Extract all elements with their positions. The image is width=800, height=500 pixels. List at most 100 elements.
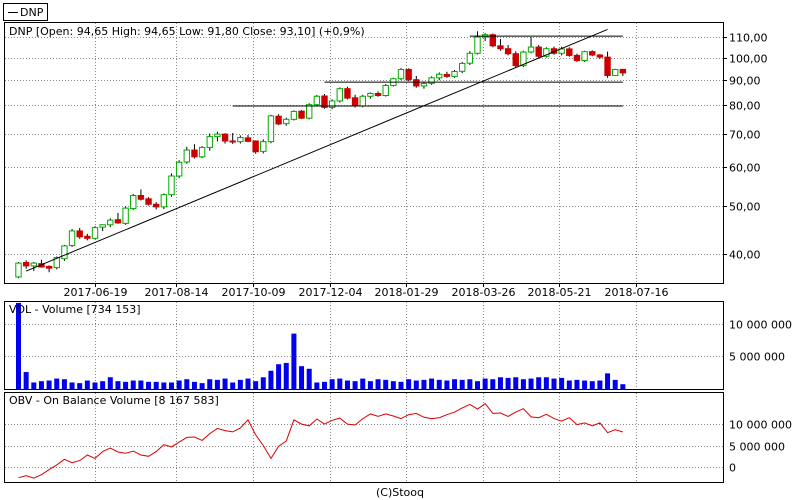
candle-down xyxy=(137,195,145,200)
candle-down xyxy=(344,88,351,99)
volume-bar xyxy=(230,382,236,389)
volume-bar xyxy=(184,379,190,389)
candle-down xyxy=(443,74,451,77)
candle-up xyxy=(283,118,290,125)
candle-down xyxy=(22,262,30,267)
candle-up xyxy=(99,224,106,228)
candle-up xyxy=(520,51,527,67)
legend[interactable]: DNP xyxy=(3,3,49,21)
candle-up xyxy=(260,141,267,152)
candle-up xyxy=(543,48,550,57)
candle-down xyxy=(321,95,328,108)
candle-down xyxy=(191,149,198,158)
candle-down xyxy=(535,46,542,57)
volume-bar xyxy=(207,379,213,389)
price-panel-frame xyxy=(4,22,724,284)
volume-bar xyxy=(436,379,442,389)
trendline xyxy=(25,28,608,272)
volume-bar xyxy=(459,379,465,389)
candle-down xyxy=(221,133,229,142)
volume-bar xyxy=(69,382,75,389)
obv-line xyxy=(18,402,624,479)
price-panel-title: DNP [Open: 94,65 High: 94,65 Low: 91,80 … xyxy=(9,25,365,38)
volume-bar xyxy=(467,379,473,389)
volume-bar xyxy=(169,382,174,389)
candle-up xyxy=(122,207,129,224)
volume-bar xyxy=(54,378,60,389)
volume-bar xyxy=(191,381,197,389)
candle-down xyxy=(489,34,497,47)
candle-down xyxy=(573,54,581,62)
candle-down xyxy=(504,48,512,55)
volume-bar xyxy=(16,302,21,389)
price-y-axis-tick-label: 90,00 xyxy=(729,75,761,88)
candle-up xyxy=(61,245,68,260)
volume-bar xyxy=(444,380,450,389)
candle-up xyxy=(91,227,99,239)
candle-up xyxy=(107,219,114,226)
candle-up xyxy=(367,92,374,97)
volume-bar xyxy=(322,381,327,389)
stock-chart: 2017-06-19 2017-08-14 2017-10-09 2017-12-04… xyxy=(4,22,792,483)
volume-bar xyxy=(574,379,580,389)
volume-bar xyxy=(299,366,305,389)
candle-down xyxy=(512,53,519,67)
candle-up xyxy=(53,257,60,269)
candle-down xyxy=(413,79,420,87)
volume-bar xyxy=(31,382,37,389)
obv-panel-title: OBV - On Balance Volume [8 167 583] xyxy=(9,394,219,407)
volume-y-axis-tick-label: 5 000 000 xyxy=(729,351,785,364)
volume-bar xyxy=(589,381,595,389)
volume-bar xyxy=(253,381,259,389)
candle-up xyxy=(466,52,474,64)
volume-bar xyxy=(107,377,113,389)
candle-down xyxy=(497,45,504,50)
candle-up xyxy=(68,230,76,246)
volume-bar xyxy=(367,381,373,389)
candle-up xyxy=(382,84,389,97)
candle-up xyxy=(328,100,336,108)
obv-y-axis-tick-label: 0 xyxy=(729,462,736,475)
candle-down xyxy=(566,48,573,56)
volume-bar xyxy=(153,381,159,389)
volume-bar xyxy=(566,380,572,389)
volume-bar xyxy=(513,377,519,389)
candle-down xyxy=(114,219,122,224)
volume-bar xyxy=(84,380,90,389)
candle-up xyxy=(436,73,443,79)
volume-bar xyxy=(123,381,129,389)
volume-bar xyxy=(23,372,29,389)
candle-down xyxy=(84,235,91,239)
x-axis-tick-label: 2018-03-26 xyxy=(452,286,516,299)
x-axis-tick-label: 2017-08-14 xyxy=(145,286,209,299)
volume-bar xyxy=(146,381,152,389)
price-y-axis-tick-label: 110,00 xyxy=(729,32,768,45)
volume-bar xyxy=(260,377,266,389)
candle-up xyxy=(359,95,366,107)
candle-up xyxy=(420,83,428,87)
volume-bar xyxy=(390,381,396,389)
volume-bar xyxy=(612,379,618,389)
volume-bar xyxy=(559,377,565,389)
candle-up xyxy=(130,195,137,210)
obv-y-axis-tick-label: 10 000 000 xyxy=(729,419,792,432)
candle-down xyxy=(298,110,305,119)
volume-bar xyxy=(620,384,626,389)
volume-bar xyxy=(398,381,404,389)
candle-up xyxy=(198,146,206,158)
volume-panel-frame xyxy=(4,301,724,390)
candle-down xyxy=(351,97,359,107)
volume-bar xyxy=(490,379,496,389)
volume-bar xyxy=(38,381,44,389)
volume-bar xyxy=(115,381,121,389)
candle-down xyxy=(405,68,412,81)
obv-panel-frame xyxy=(4,392,724,483)
volume-bar xyxy=(92,382,98,389)
volume-bar xyxy=(199,383,205,389)
candle-up xyxy=(237,137,244,143)
volume-bar xyxy=(528,378,534,389)
candle-down xyxy=(76,230,83,238)
x-axis-tick-label: 2018-01-29 xyxy=(375,286,439,299)
candle-down xyxy=(596,54,604,58)
price-y-axis-tick-label: 50,00 xyxy=(729,201,761,214)
